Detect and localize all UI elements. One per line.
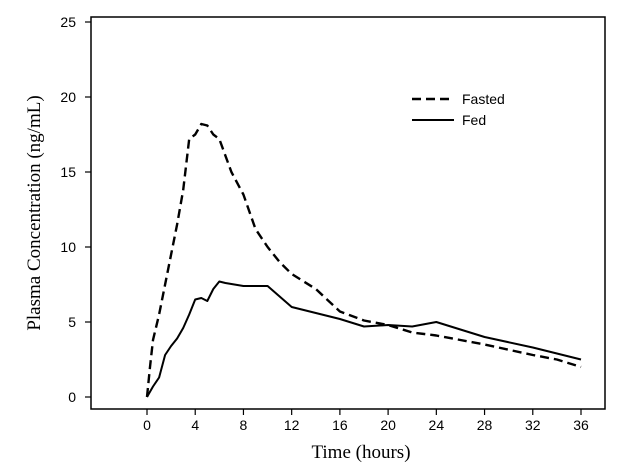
y-tick-label: 10 <box>60 239 76 255</box>
x-axis-title: Time (hours) <box>311 442 410 463</box>
y-axis-title: Plasma Concentration (ng/mL) <box>24 95 45 330</box>
x-tick-label: 24 <box>429 417 445 433</box>
x-tick-label: 20 <box>380 417 396 433</box>
y-axis-ticks: 0 5 10 15 20 25 <box>60 14 91 405</box>
y-tick-label: 0 <box>68 389 76 405</box>
x-tick-label: 12 <box>284 417 300 433</box>
x-tick-label: 4 <box>191 417 199 433</box>
y-tick-label: 25 <box>60 14 76 30</box>
x-tick-label: 8 <box>240 417 248 433</box>
series-layer <box>145 122 582 398</box>
x-tick-label: 28 <box>477 417 493 433</box>
legend-label-fed: Fed <box>462 112 486 128</box>
legend-label-fasted: Fasted <box>462 91 505 107</box>
x-tick-label: 16 <box>332 417 348 433</box>
x-tick-label: 32 <box>525 417 541 433</box>
y-tick-label: 20 <box>60 89 76 105</box>
y-tick-label: 5 <box>68 314 76 330</box>
x-tick-label: 0 <box>143 417 151 433</box>
x-axis-ticks: 0 4 8 12 16 20 24 28 32 36 <box>143 409 589 433</box>
x-tick-label: 36 <box>573 417 589 433</box>
plot-frame <box>90 16 606 410</box>
y-tick-label: 15 <box>60 164 76 180</box>
legend: Fasted Fed <box>412 91 505 128</box>
series-line-fed <box>146 280 582 398</box>
series-line-fasted <box>145 122 582 398</box>
